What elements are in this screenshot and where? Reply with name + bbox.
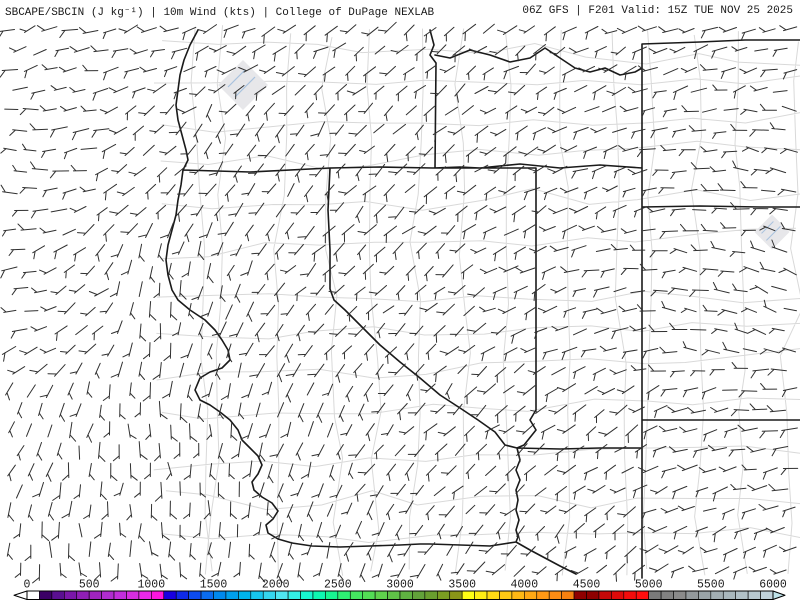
- svg-text:5000: 5000: [635, 579, 663, 592]
- svg-text:6000: 6000: [759, 579, 787, 592]
- svg-text:2500: 2500: [324, 579, 352, 592]
- svg-text:1500: 1500: [200, 579, 228, 592]
- svg-text:3500: 3500: [448, 579, 476, 592]
- svg-text:500: 500: [79, 579, 100, 592]
- svg-text:2000: 2000: [262, 579, 290, 592]
- svg-text:1000: 1000: [137, 579, 165, 592]
- svg-text:4500: 4500: [573, 579, 601, 592]
- svg-text:3000: 3000: [386, 579, 414, 592]
- svg-text:4000: 4000: [510, 579, 538, 592]
- svg-text:0: 0: [24, 579, 31, 592]
- svg-text:5500: 5500: [697, 579, 725, 592]
